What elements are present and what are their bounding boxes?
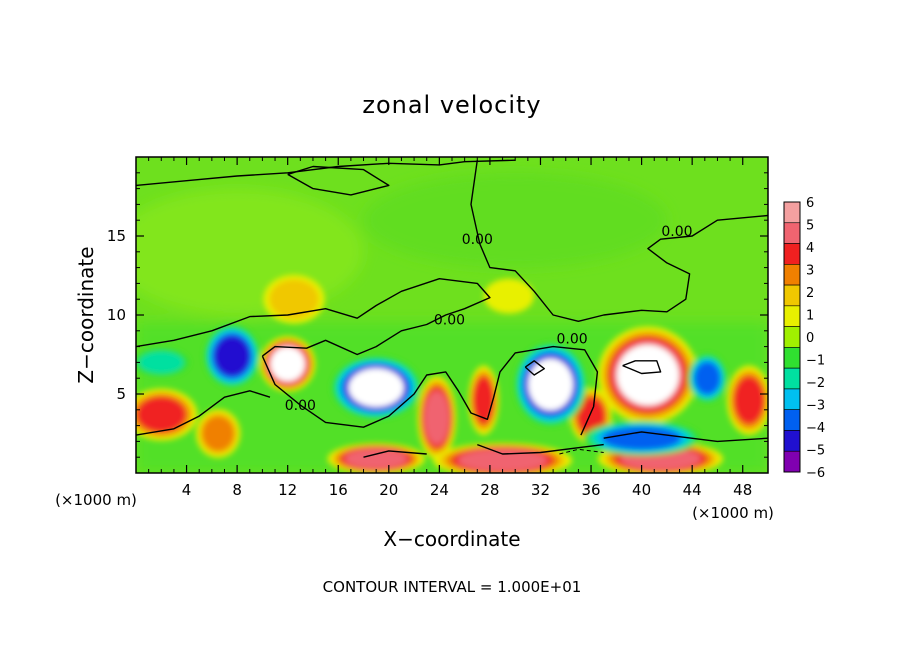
colorbar-label: 2 (806, 286, 814, 301)
contour-interval-note: CONTOUR INTERVAL = 1.000E+01 (323, 578, 582, 596)
contour-line (603, 431, 768, 443)
contour-line (622, 360, 662, 375)
x-tick-label: 40 (632, 481, 651, 499)
x-axis-ticks: 4 8 12 16 20 24 28 32 36 40 44 48 (148, 157, 752, 499)
y-axis-label: Z−coordinate (74, 246, 98, 383)
contour-line (287, 165, 390, 196)
negative-feature (694, 361, 721, 395)
colorbar-label: −6 (806, 466, 825, 481)
colorbar-swatch (783, 388, 801, 410)
x-tick-label: 44 (683, 481, 702, 499)
colorbar-swatch (783, 347, 801, 369)
x-tick-label: 24 (430, 481, 449, 499)
x-tick-label: 16 (329, 481, 348, 499)
x-tick-label: 32 (531, 481, 550, 499)
colorbar-swatch (783, 284, 801, 307)
contour-lines (136, 159, 768, 458)
colorbar-label: −3 (806, 399, 825, 414)
saturated-core (276, 352, 300, 376)
colorbar-label: 0 (806, 331, 814, 346)
positive-feature (734, 376, 765, 424)
positive-feature (483, 278, 534, 314)
colorbar-label: 5 (806, 219, 814, 234)
negative-feature (138, 351, 184, 374)
x-tick-label: 12 (278, 481, 297, 499)
y-axis-ticks: 5 10 15 (107, 172, 768, 458)
y-tick-label: 15 (107, 227, 126, 245)
x-tick-label: 36 (581, 481, 600, 499)
positive-feature (576, 397, 606, 435)
colorbar-swatch (783, 222, 801, 244)
colorbar-label: 3 (806, 264, 814, 279)
positive-feature (136, 396, 186, 433)
contour-line (136, 159, 516, 187)
chart-title: zonal velocity (362, 91, 541, 119)
colorbar-label: 1 (806, 309, 814, 324)
contour-label: 0.00 (434, 312, 465, 328)
x-unit-label-right: (×1000 m) (692, 504, 774, 522)
colorbar-label: 4 (806, 241, 814, 256)
colorbar-swatch (783, 243, 801, 265)
negative-feature (602, 426, 681, 450)
contour-line (477, 443, 604, 455)
saturated-core (535, 367, 566, 402)
contour-labels: 0.00 0.00 0.00 0.00 0.00 (285, 224, 693, 414)
contour-line (136, 390, 271, 436)
contour-line (136, 278, 491, 357)
contour-line (524, 360, 545, 376)
contour-line-negative (559, 448, 604, 455)
contour-label: 0.00 (462, 232, 493, 248)
colorbar-label: −5 (806, 444, 825, 459)
x-tick-label: 28 (480, 481, 499, 499)
soft-region (363, 172, 667, 268)
colorbar-swatch (783, 367, 801, 390)
contour-line (363, 450, 427, 458)
colorbar-swatch (783, 264, 801, 286)
x-tick-label: 48 (733, 481, 752, 499)
x-tick-label: 20 (379, 481, 398, 499)
field-features (136, 274, 768, 473)
positive-feature (344, 448, 408, 469)
velocity-field (136, 157, 768, 473)
y-tick-label: 5 (116, 385, 126, 403)
colorbar-label: −2 (806, 376, 825, 391)
x-tick-label: 8 (232, 481, 242, 499)
contour-line (470, 160, 768, 322)
colorbar-swatch (783, 201, 801, 224)
colorbar-swatch (783, 305, 801, 327)
colorbar-swatch (783, 450, 801, 473)
contour-label: 0.00 (556, 331, 587, 347)
x-unit-label-left: (×1000 m) (55, 491, 137, 509)
contour-line (261, 345, 599, 436)
colorbar-label: 6 (806, 196, 814, 211)
colorbar-swatch (783, 430, 801, 452)
contour-label: 0.00 (661, 224, 692, 240)
positive-feature (202, 415, 235, 452)
colorbar: 6 5 4 3 2 1 0 −1 −2 −3 −4 −5 −6 (783, 196, 825, 481)
colorbar-frame (783, 201, 801, 473)
colorbar-swatch (783, 409, 801, 431)
positive-feature (424, 390, 450, 445)
soft-region (136, 188, 364, 315)
positive-feature (457, 449, 548, 472)
contour-label: 0.00 (285, 398, 316, 414)
colorbar-swatch (783, 326, 801, 348)
colorbar-label: −4 (806, 421, 825, 436)
positive-feature (269, 279, 319, 319)
y-tick-label: 10 (107, 306, 126, 324)
x-axis-label: X−coordinate (383, 527, 520, 551)
x-tick-label: 4 (182, 481, 192, 499)
saturated-core (357, 374, 395, 401)
colorbar-label: −1 (806, 354, 825, 369)
positive-feature (473, 376, 494, 424)
negative-feature (214, 335, 250, 377)
